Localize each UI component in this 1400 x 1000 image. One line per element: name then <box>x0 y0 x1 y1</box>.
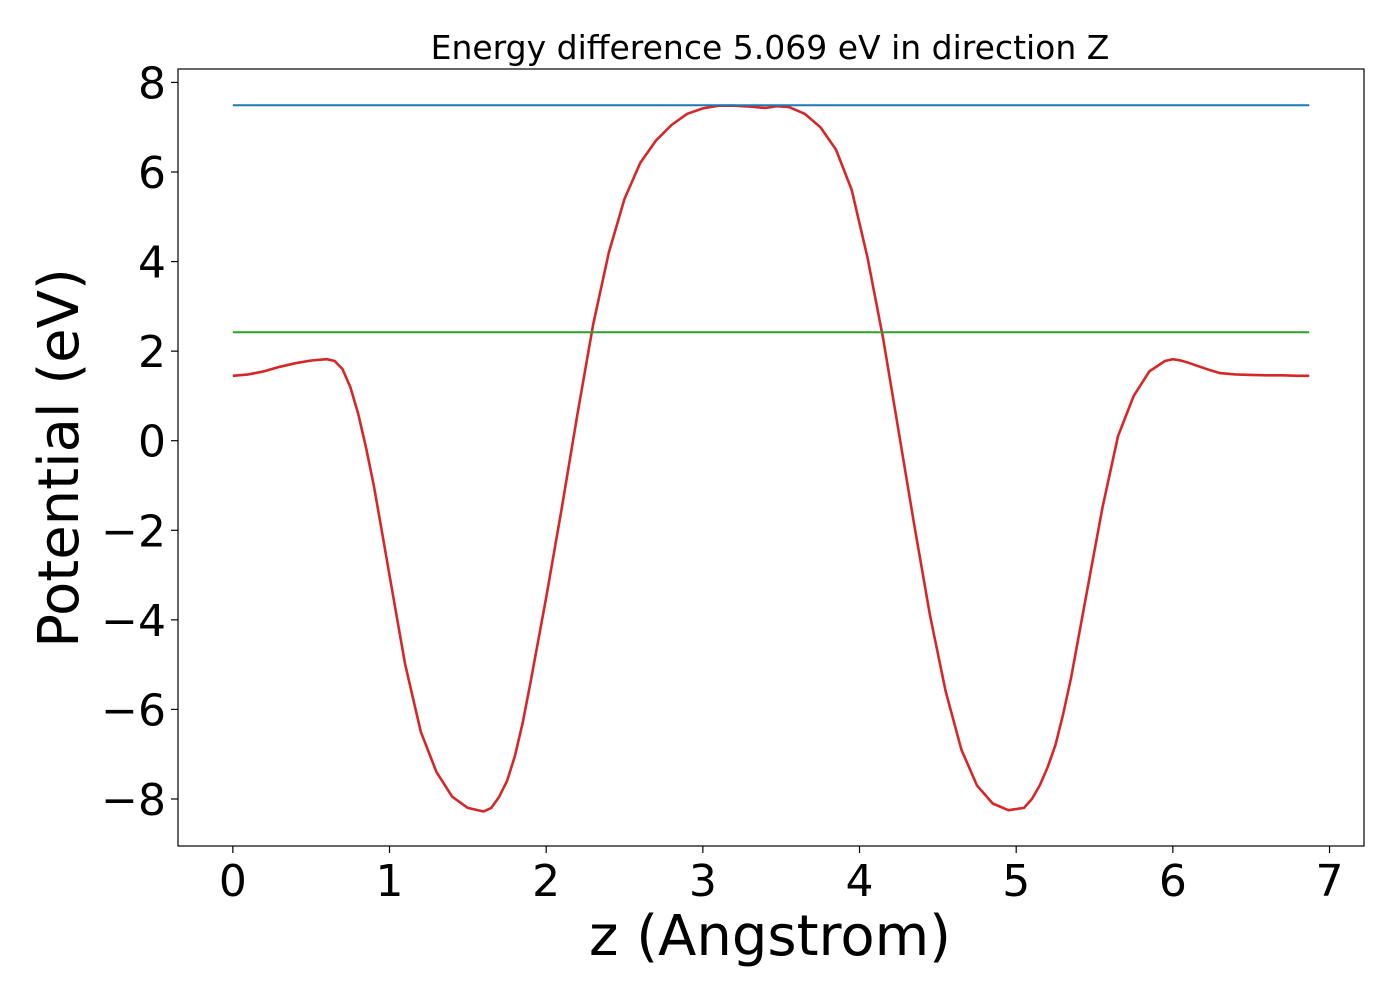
y-tick-label: 8 <box>138 58 166 109</box>
x-tick-label: 2 <box>532 856 560 907</box>
x-tick-label: 1 <box>376 856 404 907</box>
x-axis-label: z (Angstrom) <box>589 904 951 969</box>
x-tick-label: 6 <box>1159 856 1187 907</box>
y-tick-label: −2 <box>101 506 166 557</box>
chart-title: Energy difference 5.069 eV in direction … <box>431 28 1110 67</box>
x-tick-label: 0 <box>219 856 247 907</box>
y-axis: −8 −6 −4 −2 0 2 4 6 8 <box>101 58 178 826</box>
plot-area <box>232 104 1310 813</box>
potential-curve <box>232 104 1310 813</box>
y-tick-label: 4 <box>138 238 166 289</box>
x-tick-label: 3 <box>689 856 717 907</box>
y-tick-label: −8 <box>101 775 166 826</box>
x-tick-label: 7 <box>1316 856 1344 907</box>
y-tick-label: 6 <box>138 148 166 199</box>
y-tick-label: −6 <box>101 685 166 736</box>
axes-frame <box>177 68 1365 847</box>
y-tick-label: 2 <box>138 327 166 378</box>
x-tick-label: 5 <box>1002 856 1030 907</box>
x-tick-label: 4 <box>846 856 874 907</box>
y-tick-label: 0 <box>138 417 166 468</box>
y-axis-label: Potential (eV) <box>27 268 92 648</box>
y-tick-label: −4 <box>101 596 166 647</box>
x-axis: 0 1 2 3 4 5 6 7 <box>219 846 1344 907</box>
